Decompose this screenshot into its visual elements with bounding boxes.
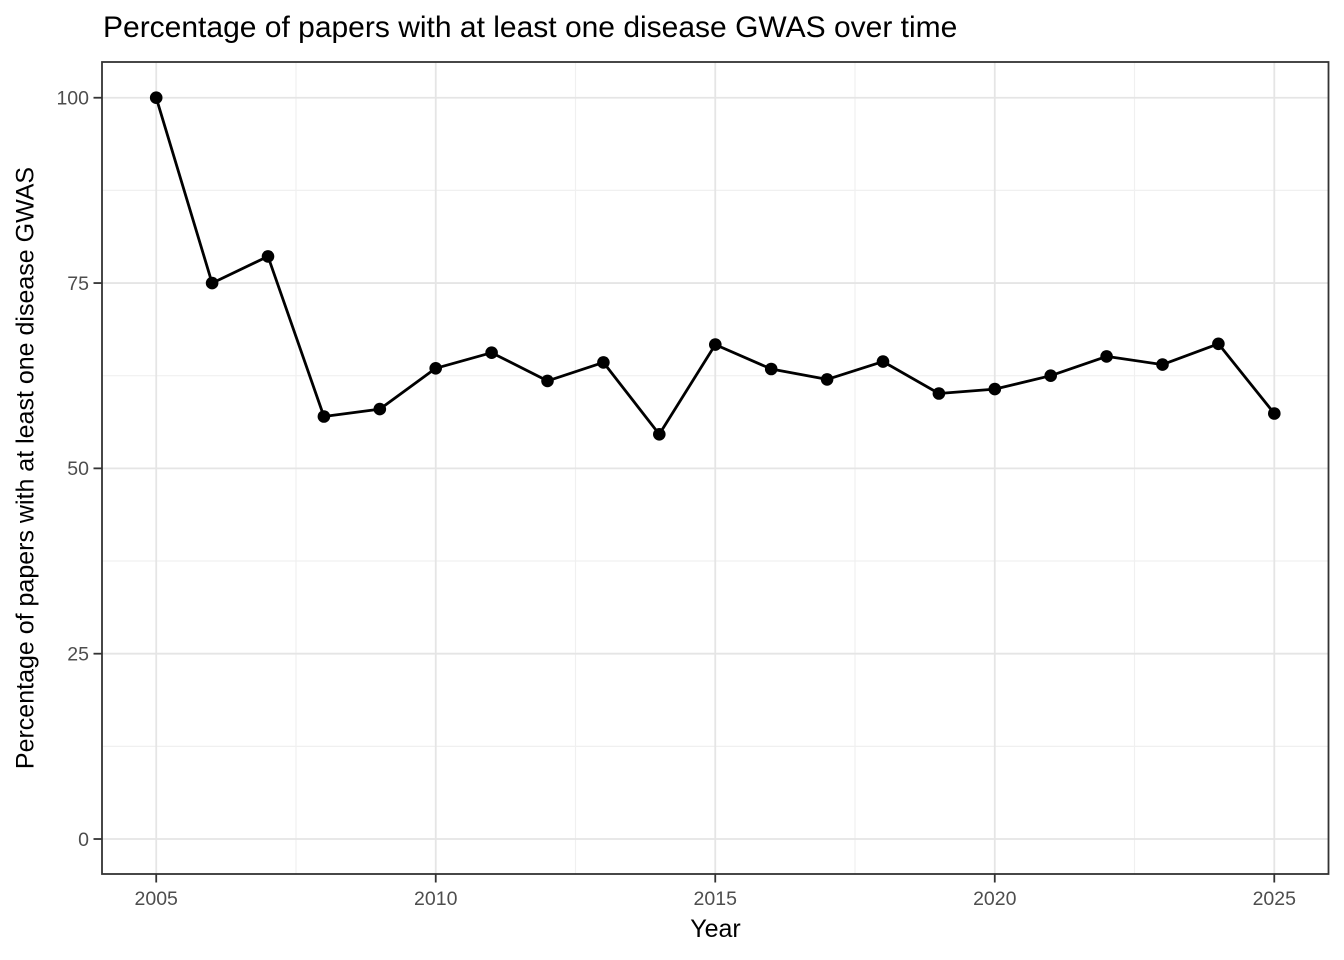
chart-title: Percentage of papers with at least one d… bbox=[103, 11, 958, 44]
y-axis-tick-label: 75 bbox=[67, 273, 89, 295]
data-point bbox=[149, 91, 163, 104]
data-point bbox=[876, 355, 890, 368]
data-point bbox=[1212, 337, 1225, 351]
data-point bbox=[709, 338, 722, 351]
data-point bbox=[764, 362, 778, 376]
y-axis-tick-label: 25 bbox=[67, 644, 89, 666]
data-point bbox=[1268, 407, 1281, 420]
y-axis-title: Percentage of papers with at least one d… bbox=[11, 166, 40, 770]
data-point bbox=[205, 276, 219, 290]
x-axis-tick-label: 2025 bbox=[1253, 888, 1297, 910]
y-axis-tick-label: 0 bbox=[78, 829, 89, 851]
data-point bbox=[429, 362, 443, 375]
y-axis-tick-label: 50 bbox=[67, 458, 89, 480]
data-point bbox=[261, 250, 275, 263]
data-point bbox=[317, 410, 331, 423]
x-axis-title: Year bbox=[690, 915, 741, 943]
data-point bbox=[541, 374, 554, 388]
data-point bbox=[820, 373, 834, 386]
y-axis-tick-label: 100 bbox=[56, 88, 89, 110]
data-point bbox=[373, 402, 387, 416]
data-point bbox=[485, 346, 498, 360]
data-point bbox=[653, 428, 666, 441]
data-point bbox=[988, 382, 1002, 396]
data-point bbox=[1044, 369, 1057, 383]
x-axis-tick-label: 2010 bbox=[414, 888, 458, 910]
x-axis-tick-label: 2020 bbox=[973, 888, 1017, 910]
data-point bbox=[1100, 350, 1113, 363]
data-point bbox=[932, 387, 946, 400]
x-axis-tick-label: 2015 bbox=[694, 888, 738, 910]
data-point bbox=[1156, 358, 1169, 371]
data-point bbox=[597, 356, 610, 369]
x-axis-tick-label: 2005 bbox=[135, 888, 179, 910]
